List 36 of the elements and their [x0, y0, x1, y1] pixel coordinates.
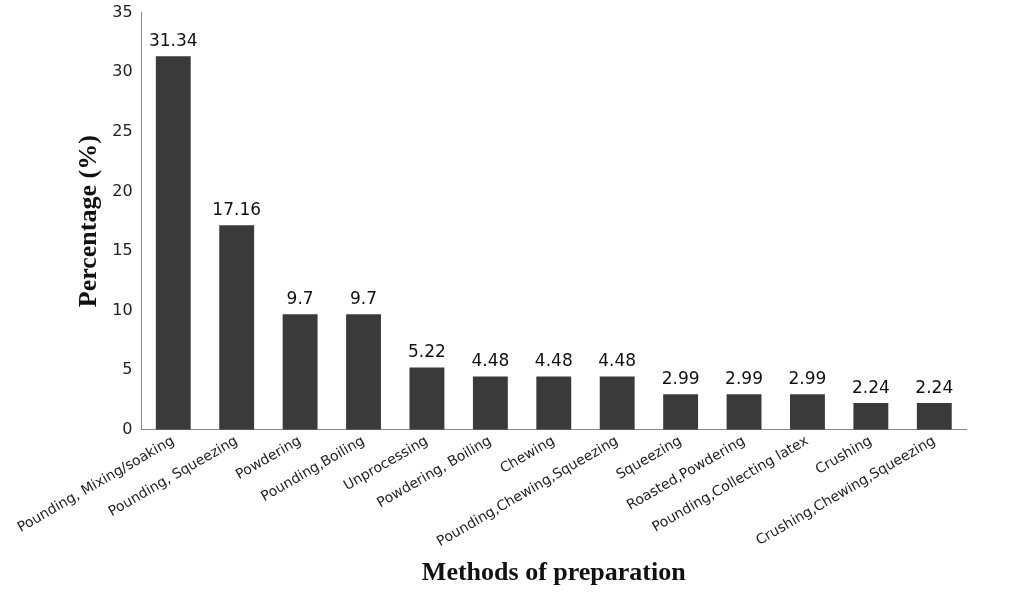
- bar: [726, 394, 762, 430]
- bar: [472, 376, 508, 430]
- bar: [536, 376, 572, 430]
- data-label: 31.34: [148, 30, 198, 51]
- data-label: 4.48: [534, 350, 573, 371]
- bar: [853, 403, 889, 430]
- y-tick-label: 15: [112, 240, 133, 260]
- x-axis-title: Methods of preparation: [421, 557, 687, 587]
- y-tick-label: 0: [122, 418, 133, 438]
- data-label: 2.99: [661, 368, 700, 389]
- data-label: 4.48: [471, 350, 510, 371]
- data-label: 17.16: [212, 199, 262, 220]
- data-label: 5.22: [408, 341, 446, 362]
- data-label: 9.7: [286, 288, 314, 309]
- y-axis-title: Percentage (%): [73, 135, 103, 308]
- y-tick-label: 35: [112, 1, 133, 21]
- data-label: 2.24: [915, 377, 954, 398]
- bar: [790, 394, 825, 430]
- y-tick-label: 20: [112, 180, 133, 200]
- y-tick-label: 25: [112, 120, 133, 140]
- data-label: 2.24: [851, 377, 890, 398]
- bar: [346, 314, 381, 430]
- data-label: 4.48: [598, 350, 637, 371]
- bar: [916, 403, 952, 430]
- y-tick-label: 30: [112, 61, 133, 81]
- y-tick-label: 5: [122, 359, 133, 379]
- bar: [155, 56, 191, 430]
- bar: [409, 367, 445, 430]
- y-tick-label: 10: [112, 299, 133, 319]
- bar: [663, 394, 699, 430]
- bar: [282, 314, 318, 430]
- bar: [219, 225, 255, 430]
- data-label: 9.7: [350, 288, 378, 309]
- bar: [599, 376, 635, 430]
- data-label: 2.99: [788, 368, 827, 389]
- data-label: 2.99: [725, 368, 763, 389]
